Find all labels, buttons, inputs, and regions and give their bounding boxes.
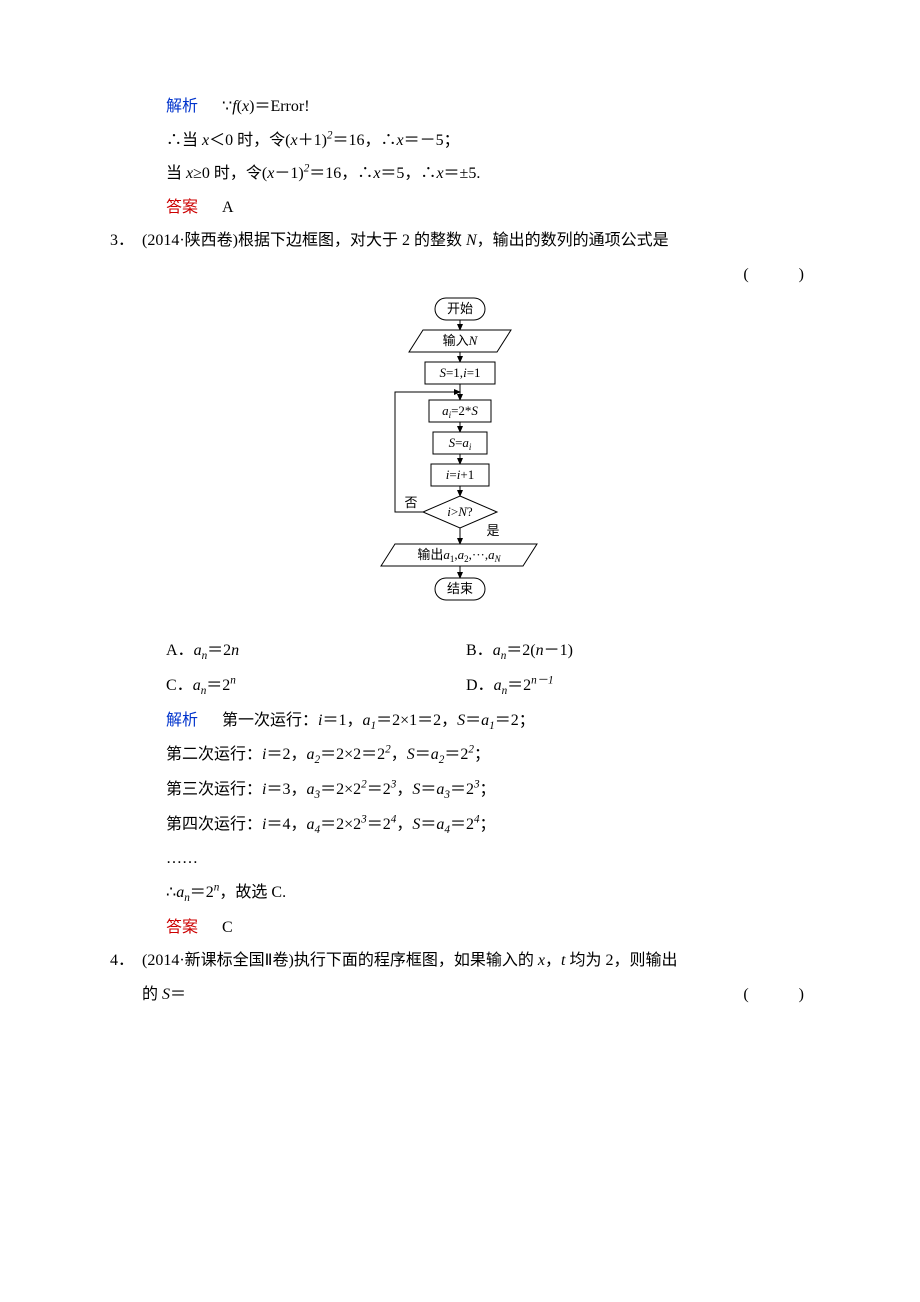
q3-stem: (2014·陕西卷)根据下边框图，对大于 2 的整数 N，输出的数列的通项公式是: [142, 232, 669, 249]
q3-sol-line6: ∴an＝2n，故选 C.: [110, 876, 810, 911]
q2-solution-line2: ∴当 x＜0 时，令(x＋1)2＝16，∴x＝－5；: [110, 124, 810, 158]
svg-text:输出a1,a2,···,aN: 输出a1,a2,···,aN: [417, 547, 501, 564]
svg-text:S=1,i=1: S=1,i=1: [439, 365, 480, 380]
flow-yes: 是: [486, 523, 499, 538]
math-text: 第三次运行：i＝3，a3＝2×22＝23，S＝a3＝23；: [166, 781, 496, 798]
choice-a: A．an＝2n: [166, 634, 466, 669]
daan-label: 答案: [166, 199, 198, 216]
q2-answer: 答案 A: [110, 191, 810, 225]
q4-stem-row1: 4． (2014·新课标全国Ⅱ卷)执行下面的程序框图，如果输入的 x，t 均为 …: [110, 944, 810, 978]
q3-sol-line2: 第二次运行：i＝2，a2＝2×2＝22，S＝a2＝22；: [110, 738, 810, 773]
q3-stem-row: 3． (2014·陕西卷)根据下边框图，对大于 2 的整数 N，输出的数列的通项…: [110, 224, 810, 258]
flow-no: 否: [404, 495, 417, 510]
math-text: ∴当 x＜0 时，令(x＋1)2＝16，∴x＝－5；: [166, 132, 460, 149]
math-text: 第二次运行：i＝2，a2＝2×2＝22，S＝a2＝22；: [166, 746, 490, 763]
q4-stem-row2: 的 S＝ ( ): [110, 978, 810, 1012]
q4-number: 4．: [110, 944, 142, 978]
q3-answer: 答案 C: [110, 911, 810, 945]
q4-stem-a: (2014·新课标全国Ⅱ卷)执行下面的程序框图，如果输入的 x，t 均为 2，则…: [142, 952, 677, 969]
choice-b: B．an＝2(n－1): [466, 634, 810, 669]
q3-number: 3．: [110, 224, 142, 258]
q3-sol-line5: ……: [110, 842, 810, 876]
q4-stem-b: 的 S＝: [142, 986, 186, 1003]
svg-text:输入N: 输入N: [443, 333, 479, 348]
math-text: ∵: [222, 98, 232, 115]
choice-d: D．an＝2n－1: [466, 669, 810, 704]
math-text: )＝Error!: [249, 98, 309, 115]
jiexi-label: 解析: [166, 712, 198, 729]
math-text: 第四次运行：i＝4，a4＝2×23＝24，S＝a4＝24；: [166, 816, 496, 833]
svg-text:i=i+1: i=i+1: [446, 467, 474, 482]
q3-choices-row1: A．an＝2n B．an＝2(n－1): [110, 634, 810, 669]
q3-sol-line3: 第三次运行：i＝3，a3＝2×22＝23，S＝a3＝23；: [110, 773, 810, 808]
svg-text:S=ai: S=ai: [449, 435, 472, 452]
q3-paren-row: ( ): [110, 258, 810, 292]
q3-sol-line4: 第四次运行：i＝4，a4＝2×23＝24，S＝a4＝24；: [110, 808, 810, 843]
math-text: ∴an＝2n，故选 C.: [166, 884, 286, 901]
svg-text:i>N?: i>N?: [447, 504, 473, 519]
flow-end: 结束: [447, 581, 473, 596]
answer-value: C: [222, 919, 233, 936]
answer-value: A: [222, 199, 234, 216]
math-text: 第一次运行：i＝1，a1＝2×1＝2，S＝a1＝2；: [222, 712, 535, 729]
q2-solution-line3: 当 x≥0 时，令(x－1)2＝16，∴x＝5，∴x＝±5.: [110, 157, 810, 191]
q3-choices-row2: C．an＝2n D．an＝2n－1: [110, 669, 810, 704]
daan-label: 答案: [166, 919, 198, 936]
jiexi-label: 解析: [166, 98, 198, 115]
q3-flowchart: 开始 输入N S=1,i=1 ai=2*S S=ai i=i+1 i>N? 否 …: [110, 292, 810, 635]
blank-paren: ( ): [743, 258, 810, 292]
q2-solution-line1: 解析 ∵f(x)＝Error!: [110, 90, 810, 124]
q3-sol-line1: 解析 第一次运行：i＝1，a1＝2×1＝2，S＝a1＝2；: [110, 704, 810, 739]
flow-start: 开始: [447, 301, 473, 316]
choice-c: C．an＝2n: [166, 669, 466, 704]
svg-text:ai=2*S: ai=2*S: [442, 403, 478, 420]
blank-paren: ( ): [743, 978, 810, 1012]
math-text: 当 x≥0 时，令(x－1)2＝16，∴x＝5，∴x＝±5.: [166, 165, 480, 182]
